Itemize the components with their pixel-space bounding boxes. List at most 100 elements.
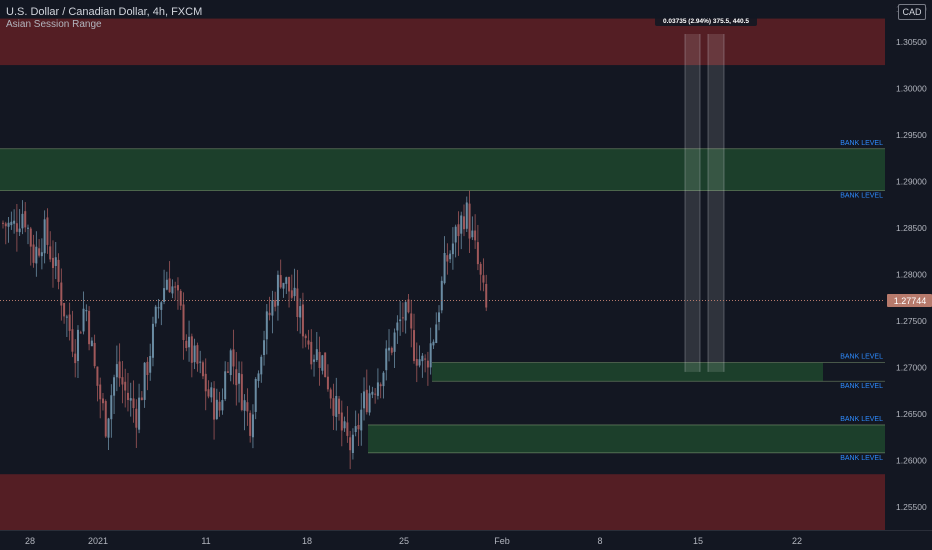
candle-body bbox=[279, 275, 282, 288]
time-tick-label: 11 bbox=[201, 536, 210, 546]
candle-body bbox=[107, 418, 110, 438]
candle-body bbox=[243, 400, 246, 411]
candle-body bbox=[176, 285, 179, 291]
candle-body bbox=[68, 314, 71, 331]
bank-level-label: BANK LEVEL bbox=[840, 354, 883, 361]
time-tick-label: 18 bbox=[302, 536, 312, 546]
candle-body bbox=[371, 391, 374, 395]
candle-body bbox=[29, 228, 32, 247]
price-tick-label: 1.26000 bbox=[896, 455, 927, 465]
candle-body bbox=[438, 312, 441, 322]
price-tick-label: 1.28000 bbox=[896, 269, 927, 279]
symbol-title[interactable]: U.S. Dollar / Canadian Dollar, 4h, FXCM bbox=[6, 6, 203, 18]
candle-body bbox=[232, 349, 235, 367]
candle-body bbox=[90, 340, 93, 347]
candle-body bbox=[168, 278, 171, 293]
candle-body bbox=[26, 227, 29, 229]
candle-body bbox=[413, 330, 416, 361]
candle-body bbox=[43, 219, 46, 254]
candle-body bbox=[204, 373, 207, 392]
price-tick-label: 1.28500 bbox=[896, 223, 927, 233]
candle-body bbox=[24, 211, 27, 228]
candle-body bbox=[376, 382, 379, 396]
candle-body bbox=[140, 397, 143, 401]
candle-body bbox=[268, 312, 271, 316]
candle-body bbox=[121, 377, 124, 385]
candle-body bbox=[138, 397, 141, 430]
candles-layer bbox=[2, 190, 488, 470]
candle-body bbox=[318, 351, 321, 368]
measure-label: 0.03735 (2.94%) 375.5, 440.5 bbox=[655, 14, 757, 26]
candle-body bbox=[88, 310, 91, 345]
candle-body bbox=[157, 307, 160, 309]
candle-body bbox=[201, 362, 204, 377]
candle-body bbox=[38, 248, 41, 256]
current-price-tag: 1.27744 bbox=[887, 294, 932, 307]
candle-body bbox=[313, 359, 316, 362]
candle-body bbox=[415, 359, 418, 366]
candle-body bbox=[296, 288, 299, 317]
candle-body bbox=[182, 304, 185, 341]
candle-body bbox=[276, 274, 279, 306]
candle-body bbox=[476, 242, 479, 265]
time-tick-label: 8 bbox=[597, 536, 602, 546]
time-tick-label: Feb bbox=[494, 536, 510, 546]
price-tick-label: 1.27000 bbox=[896, 362, 927, 372]
candle-body bbox=[218, 401, 221, 411]
candle-body bbox=[2, 222, 4, 224]
time-tick-label: 25 bbox=[399, 536, 409, 546]
candle-body bbox=[210, 387, 213, 398]
candle-body bbox=[74, 353, 77, 364]
candle-body bbox=[93, 342, 96, 367]
candle-body bbox=[388, 347, 391, 351]
bank_level-zone bbox=[0, 148, 885, 191]
candle-body bbox=[399, 319, 402, 322]
price-tick-label: 1.30500 bbox=[896, 37, 927, 47]
price-axis[interactable] bbox=[885, 0, 932, 530]
candle-body bbox=[271, 300, 274, 316]
candle-body bbox=[307, 340, 310, 345]
candle-body bbox=[382, 372, 385, 387]
candle-body bbox=[460, 215, 463, 234]
candle-body bbox=[349, 437, 352, 451]
bank-level-label: BANK LEVEL bbox=[840, 383, 883, 390]
candle-body bbox=[110, 395, 113, 420]
measure-label-text: 0.03735 (2.94%) 375.5, 440.5 bbox=[663, 18, 749, 25]
indicator-name[interactable]: Asian Session Range bbox=[6, 19, 102, 30]
candle-body bbox=[340, 412, 343, 431]
candle-body bbox=[429, 343, 432, 368]
candle-body bbox=[410, 313, 413, 329]
candle-body bbox=[235, 369, 238, 386]
candle-body bbox=[246, 402, 249, 412]
candle-body bbox=[285, 277, 288, 284]
zones-layer bbox=[0, 18, 885, 530]
candle-body bbox=[196, 345, 199, 364]
measure-range-rect bbox=[708, 34, 724, 372]
time-tick-label: 2021 bbox=[88, 536, 108, 546]
candle-body bbox=[101, 398, 104, 404]
candle-body bbox=[71, 329, 74, 352]
candle-body bbox=[390, 347, 393, 353]
candle-body bbox=[265, 311, 268, 340]
candle-body bbox=[485, 283, 488, 308]
bank_level-zone bbox=[432, 362, 823, 382]
candle-body bbox=[332, 398, 335, 416]
candle-body bbox=[282, 282, 285, 289]
candle-body bbox=[160, 302, 163, 310]
measure-range-rect bbox=[685, 34, 700, 372]
candle-body bbox=[240, 374, 243, 411]
candle-body bbox=[274, 300, 277, 307]
currency-badge[interactable]: CAD bbox=[898, 4, 926, 20]
resistance-zone bbox=[0, 474, 885, 530]
candle-body bbox=[165, 279, 168, 290]
time-tick-label: 22 bbox=[792, 536, 802, 546]
candle-body bbox=[315, 349, 318, 361]
candle-body bbox=[479, 263, 482, 275]
candle-body bbox=[288, 276, 291, 292]
candle-body bbox=[249, 412, 252, 436]
candle-body bbox=[451, 243, 454, 255]
candle-body bbox=[113, 377, 116, 396]
candle-body bbox=[76, 329, 79, 362]
